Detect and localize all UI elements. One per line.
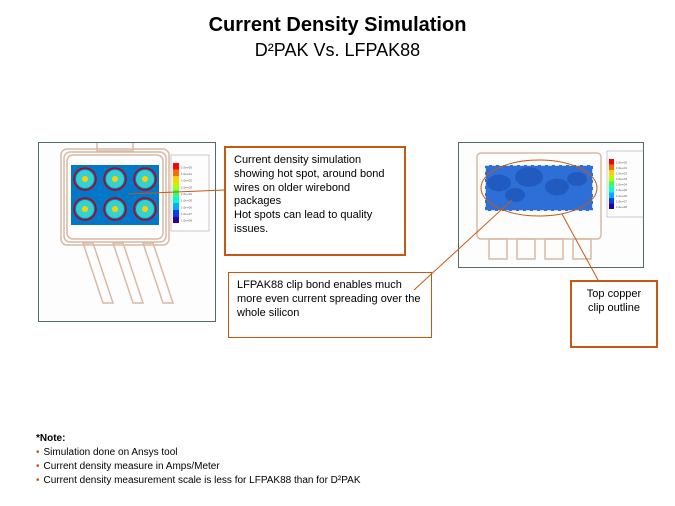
svg-text:1.0e+02: 1.0e+02 (181, 179, 192, 183)
lfpak88-simulation-svg: 1.0e+001.0e+011.0e+021.0e+031.0e+041.0e+… (459, 143, 643, 267)
svg-text:1.0e+03: 1.0e+03 (181, 185, 192, 189)
callout-clipbond-text: LFPAK88 clip bond enables much more even… (237, 279, 420, 319)
note-bullet-2: •Current density measurement scale is le… (36, 474, 361, 488)
svg-text:1.0e+05: 1.0e+05 (616, 188, 627, 192)
note-bullet-2-text: Current density measurement scale is les… (44, 475, 361, 486)
note-block: *Note: •Simulation done on Ansys tool •C… (36, 432, 361, 488)
svg-text:1.0e+03: 1.0e+03 (616, 177, 627, 181)
svg-text:1.0e+00: 1.0e+00 (616, 160, 627, 164)
svg-text:1.0e+02: 1.0e+02 (616, 172, 627, 176)
svg-text:1.0e+04: 1.0e+04 (616, 183, 627, 187)
svg-text:1.0e+01: 1.0e+01 (616, 166, 627, 170)
callout-clipbond: LFPAK88 clip bond enables much more even… (228, 272, 432, 338)
page-title: Current Density Simulation (0, 14, 675, 37)
svg-text:1.0e+08: 1.0e+08 (616, 205, 627, 209)
note-bullet-0-text: Simulation done on Ansys tool (44, 447, 178, 458)
callout-topclip: Top copper clip outline (570, 280, 658, 348)
callout-hotspot-text: Current density simulation showing hot s… (234, 154, 384, 235)
note-bullet-0: •Simulation done on Ansys tool (36, 446, 361, 460)
svg-text:1.0e+04: 1.0e+04 (181, 192, 192, 196)
callout-topclip-text: Top copper clip outline (587, 288, 641, 314)
callout-hotspot: Current density simulation showing hot s… (224, 146, 406, 256)
d2pak-simulation-panel: 1.0e+00 1.0e+01 1.0e+02 1.0e+03 1.0e+04 1.0e+… (38, 142, 216, 322)
svg-text:1.0e+08: 1.0e+08 (181, 219, 192, 223)
svg-text:1.0e+00: 1.0e+00 (181, 165, 192, 169)
svg-text:1.0e+01: 1.0e+01 (181, 172, 192, 176)
note-bullet-1: •Current density measure in Amps/Meter (36, 460, 361, 474)
page-subtitle: D²PAK Vs. LFPAK88 (0, 40, 675, 61)
svg-text:1.0e+07: 1.0e+07 (181, 212, 192, 216)
svg-text:1.0e+07: 1.0e+07 (616, 199, 627, 203)
d2pak-simulation-svg: 1.0e+00 1.0e+01 1.0e+02 1.0e+03 1.0e+04 1.0e+… (39, 143, 215, 321)
svg-text:1.0e+05: 1.0e+05 (181, 199, 192, 203)
lfpak88-simulation-panel: 1.0e+001.0e+011.0e+021.0e+031.0e+041.0e+… (458, 142, 644, 268)
note-title: *Note: (36, 432, 361, 446)
svg-text:1.0e+06: 1.0e+06 (616, 194, 627, 198)
svg-text:1.0e+06: 1.0e+06 (181, 205, 192, 209)
note-bullet-1-text: Current density measure in Amps/Meter (44, 461, 220, 472)
